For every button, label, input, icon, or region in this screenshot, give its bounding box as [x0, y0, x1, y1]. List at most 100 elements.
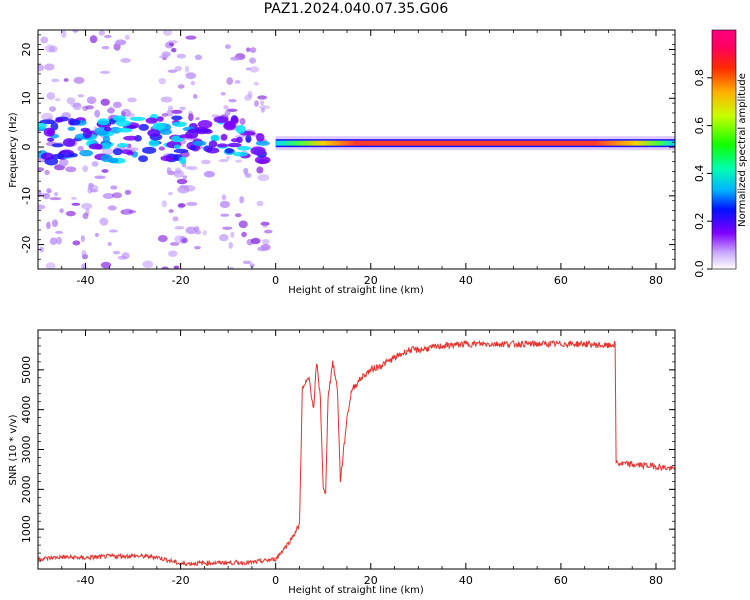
noise-blob — [77, 145, 84, 152]
low-freq-blob — [82, 129, 92, 139]
noise-blob — [260, 100, 265, 106]
noise-blob — [185, 72, 197, 80]
noise-blob — [89, 35, 98, 44]
noise-blob — [194, 230, 202, 235]
noise-blob — [195, 117, 200, 121]
noise-blob — [224, 44, 231, 49]
noise-blob — [230, 231, 235, 238]
noise-blob — [53, 192, 59, 197]
noise-blob — [51, 78, 60, 83]
noise-blob — [185, 226, 197, 235]
spectrogram-ytick-label: 10 — [20, 91, 33, 105]
noise-blob — [107, 205, 117, 211]
noise-blob — [260, 221, 270, 226]
noise-blob — [200, 159, 211, 165]
low-freq-blob — [47, 137, 55, 142]
noise-blob — [124, 189, 132, 195]
noise-blob — [99, 217, 109, 226]
low-freq-blob — [179, 156, 187, 165]
low-freq-blob — [174, 144, 181, 150]
noise-blob — [253, 81, 259, 86]
noise-blob — [256, 166, 264, 174]
noise-blob — [179, 106, 186, 111]
low-freq-blob — [79, 149, 94, 157]
noise-blob — [40, 36, 49, 44]
low-freq-blob — [112, 115, 127, 122]
noise-blob — [49, 197, 62, 201]
colorbar-label: Normalized spectral amplitude — [737, 73, 748, 227]
noise-blob — [157, 234, 168, 243]
snr-ytick-label: 5000 — [20, 356, 33, 384]
low-freq-blob — [138, 155, 148, 163]
noise-blob — [220, 92, 226, 96]
spectrogram-ytick-label: 0 — [20, 144, 33, 151]
low-freq-blob — [254, 156, 271, 165]
noise-blob — [176, 178, 188, 185]
noise-blob — [246, 47, 251, 53]
noise-blob — [80, 235, 85, 243]
noise-blob — [82, 212, 89, 220]
noise-blob — [71, 196, 77, 200]
noise-blob — [63, 78, 69, 82]
noise-blob — [168, 42, 175, 47]
low-freq-blob — [157, 116, 164, 122]
low-freq-blob — [173, 148, 189, 154]
noise-blob — [163, 30, 173, 36]
low-freq-blob — [107, 157, 119, 164]
noise-blob — [257, 246, 268, 252]
low-freq-blob — [189, 145, 196, 151]
snr-ytick-label: 1000 — [20, 515, 33, 543]
noise-blob — [218, 158, 229, 163]
noise-blob — [38, 204, 46, 210]
noise-blob — [242, 260, 252, 265]
noise-blob — [55, 230, 64, 234]
noise-blob — [161, 266, 170, 269]
noise-blob — [65, 166, 77, 173]
noise-blob — [241, 231, 247, 238]
noise-blob — [203, 170, 215, 178]
snr-xtick-label: -40 — [77, 574, 95, 587]
low-freq-blob — [88, 143, 103, 150]
noise-blob — [158, 146, 165, 151]
low-freq-blob — [210, 134, 220, 142]
noise-blob — [218, 234, 229, 242]
noise-blob — [182, 175, 188, 180]
noise-blob — [39, 246, 44, 253]
noise-blob — [101, 169, 109, 173]
low-freq-blob — [126, 151, 134, 156]
noise-blob — [219, 200, 230, 209]
low-freq-blob — [220, 133, 228, 141]
noise-blob — [166, 167, 172, 174]
noise-blob — [250, 237, 261, 245]
noise-blob — [239, 117, 246, 125]
noise-blob — [94, 232, 100, 237]
snr-xtick-label: 80 — [649, 574, 663, 587]
noise-blob — [257, 174, 270, 182]
noise-blob — [109, 229, 118, 233]
noise-blob — [55, 236, 63, 245]
low-freq-blob — [233, 151, 248, 157]
low-freq-blob — [227, 142, 242, 148]
noise-blob — [244, 94, 252, 101]
noise-blob — [173, 169, 184, 178]
noise-blob — [184, 166, 192, 170]
noise-blob — [66, 97, 76, 105]
noise-blob — [245, 67, 251, 71]
low-freq-blob — [112, 148, 123, 156]
low-freq-blob — [192, 140, 207, 147]
low-freq-blob — [41, 152, 54, 160]
noise-blob — [158, 77, 166, 85]
noise-blob — [71, 202, 81, 206]
noise-blob — [257, 95, 268, 100]
noise-blob — [169, 242, 180, 246]
noise-blob — [44, 63, 55, 71]
noise-blob — [220, 213, 230, 217]
noise-blob — [228, 98, 237, 103]
snr-ytick-label: 2000 — [20, 475, 33, 503]
snr-ytick-label: 4000 — [20, 396, 33, 424]
colorbar-tick-label: 0.4 — [693, 165, 706, 183]
noise-blob — [44, 169, 50, 175]
noise-blob — [38, 167, 45, 172]
noise-blob — [107, 242, 112, 246]
noise-blob — [170, 47, 177, 53]
